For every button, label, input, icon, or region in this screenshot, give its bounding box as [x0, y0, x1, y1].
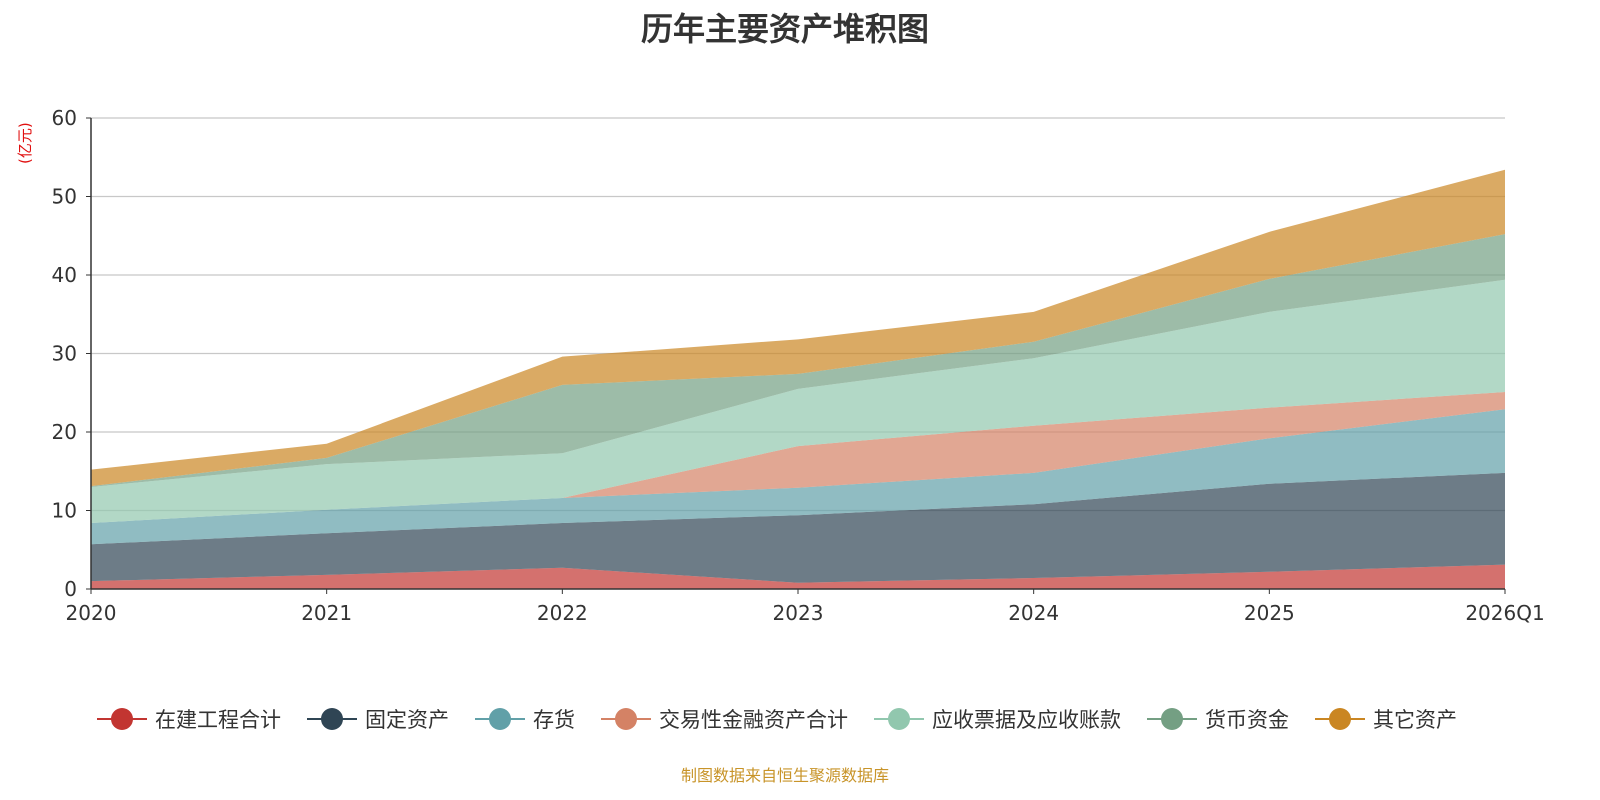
legend-marker-0: [111, 708, 133, 730]
area-0: [91, 564, 1505, 589]
y-tick-label: 0: [64, 577, 77, 601]
legend-marker-2: [489, 708, 511, 730]
legend-marker-3: [615, 708, 637, 730]
legend-label-4: 应收票据及应收账款: [932, 708, 1121, 732]
area-2: [91, 409, 1505, 545]
y-tick-label: 30: [52, 342, 77, 366]
legend-marker-5: [1161, 708, 1183, 730]
y-tick-label: 10: [52, 499, 77, 523]
x-tick-label: 2024: [1008, 601, 1059, 625]
area-1: [91, 472, 1505, 583]
y-tick-label: 60: [52, 106, 77, 130]
data-source-note: 制图数据来自恒生聚源数据库: [680, 766, 889, 785]
x-tick-label: 2020: [66, 601, 117, 625]
legend-label-0: 在建工程合计: [155, 708, 281, 732]
legend-label-2: 存货: [533, 708, 575, 732]
legend-label-3: 交易性金融资产合计: [659, 708, 848, 732]
legend-marker-6: [1329, 708, 1351, 730]
area-3: [91, 391, 1505, 524]
x-tick-label: 2021: [301, 601, 352, 625]
legend-label-1: 固定资产: [365, 708, 449, 732]
y-tick-label: 40: [52, 263, 77, 287]
y-tick-label: 20: [52, 420, 77, 444]
area-4: [91, 279, 1505, 524]
legend-marker-4: [888, 708, 910, 730]
area-6: [91, 169, 1505, 487]
legend-label-6: 其它资产: [1373, 708, 1457, 732]
x-tick-label: 2026Q1: [1465, 601, 1544, 625]
x-tick-label: 2023: [773, 601, 824, 625]
legend-marker-1: [321, 708, 343, 730]
chart-title: 历年主要资产堆积图: [640, 10, 929, 48]
x-tick-label: 2022: [537, 601, 588, 625]
legend-label-5: 货币资金: [1205, 708, 1289, 732]
y-tick-label: 50: [52, 185, 77, 209]
x-tick-label: 2025: [1244, 601, 1295, 625]
area-5: [91, 234, 1505, 487]
